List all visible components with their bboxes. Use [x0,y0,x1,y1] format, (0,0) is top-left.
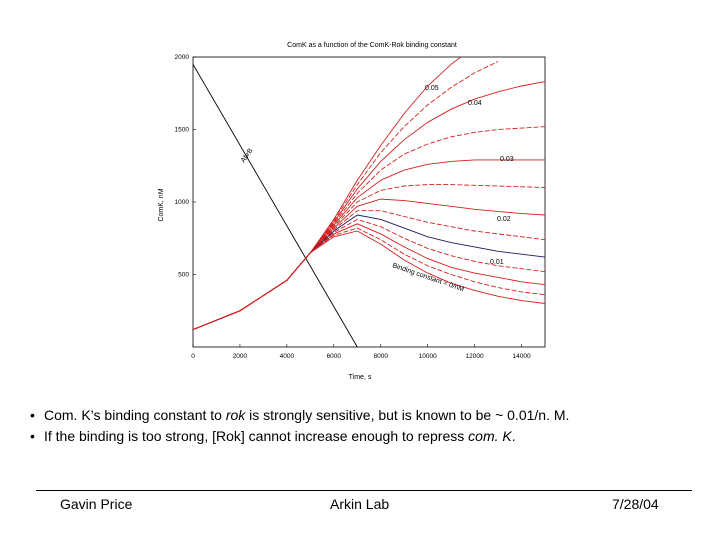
label-0-01: 0.01 [490,259,504,266]
bullet-dot: • [30,428,35,444]
series-line [193,64,358,347]
bullet-dot: • [30,407,35,423]
footer-author: Gavin Price [60,496,133,512]
chart-title: ComK as a function of the ComK-Rok bindi… [287,42,457,49]
x-axis-label: Time, s [349,374,372,381]
y-tick-group: 500 1000 1500 2000 [175,54,196,279]
bullet-text-part: Com. K’s binding constant to [44,407,226,423]
x-tick-label: 8000 [373,353,388,360]
y-tick-label: 500 [178,272,189,279]
footer-divider [36,490,692,491]
label-0-02: 0.02 [497,216,511,223]
y-axis-label: ComK, nM [158,188,165,221]
x-tick-label: 12000 [466,353,484,360]
bullet-text: If the binding is too strong, [Rok] cann… [44,426,516,447]
bullet-text: Com. K’s binding constant to rok is stro… [44,405,569,426]
x-tick-label: 10000 [419,353,437,360]
series-line [193,184,545,331]
x-tick-label: 0 [191,353,195,360]
series-line [193,81,545,331]
y-tick-label: 1500 [175,127,190,134]
series-line [193,223,545,331]
y-tick-label: 2000 [175,54,190,61]
bullet-text-part: If the binding is too strong, [Rok] cann… [44,428,469,444]
x-tick-group: 0 2000 4000 6000 8000 10000 12000 14000 [191,344,531,360]
footer-date: 7/28/04 [612,496,659,512]
series-line [193,214,545,331]
bullet-text-part: . [511,428,516,444]
bullet-text-emphasis: rok [225,407,246,423]
y-tick-label: 1000 [175,199,190,206]
series-line [193,227,545,331]
x-tick-label: 4000 [280,353,295,360]
x-tick-label: 6000 [327,353,342,360]
footer-lab: Arkin Lab [330,496,390,512]
bullet-list: • Com. K’s binding constant to rok is st… [30,405,700,447]
series-line [193,60,499,331]
x-tick-label: 2000 [233,353,248,360]
label-0-05: 0.05 [425,85,439,92]
series-line [193,159,545,331]
series-line [193,230,545,331]
bullet-text-emphasis: com. K [468,428,512,444]
label-0-03: 0.03 [500,156,514,163]
series-layer [193,57,545,347]
label-binding-constant-zero: Binding constant = 0/nM [391,262,465,293]
chart-svg: ComK as a function of the ComK-Rok bindi… [158,42,546,381]
bullet-text-part: is strongly sensitive, but is known to b… [245,407,570,423]
bullet-item: • If the binding is too strong, [Rok] ca… [30,426,700,447]
comk-chart: ComK as a function of the ComK-Rok bindi… [150,35,560,385]
bullet-item: • Com. K’s binding constant to rok is st… [30,405,700,426]
series-line [193,218,545,331]
label-0-04: 0.04 [468,100,482,107]
plot-frame [192,56,546,348]
x-tick-label: 14000 [512,353,530,360]
